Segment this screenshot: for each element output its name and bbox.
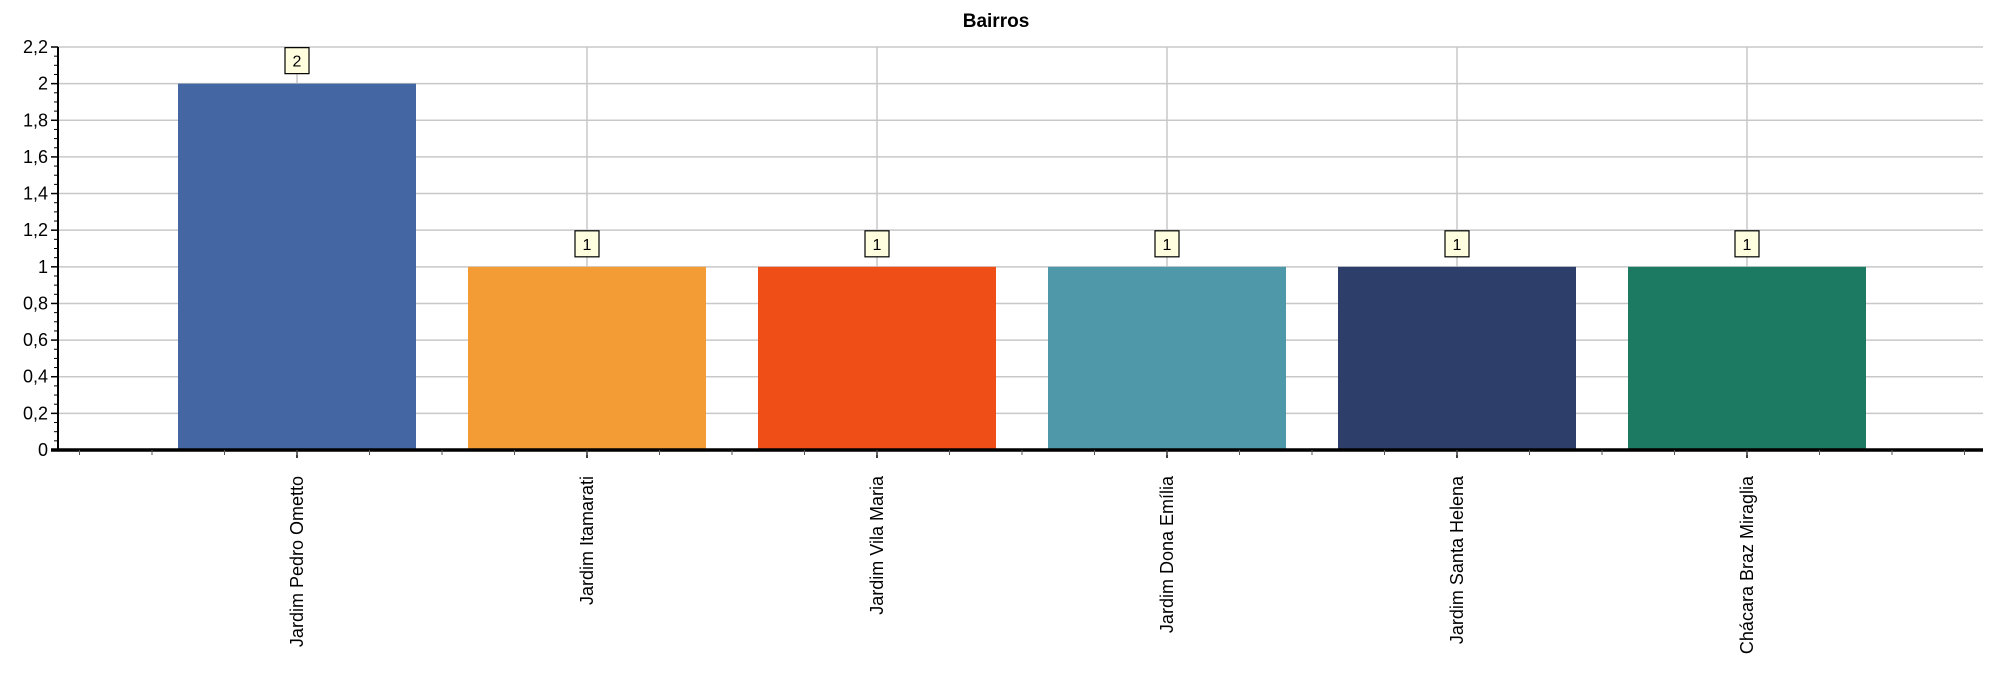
x-tick-label: Jardim Vila Maria (867, 475, 887, 615)
data-labels: 2 1 1 1 1 1 (284, 47, 1760, 258)
data-label: 1 (1163, 237, 1172, 254)
axes (51, 46, 1983, 458)
bar (1628, 266, 1866, 450)
bar (468, 266, 706, 450)
data-label-box (864, 230, 890, 258)
y-tick-label: 0,6 (23, 330, 48, 350)
data-label-box (574, 230, 600, 258)
data-label: 1 (1453, 237, 1462, 254)
y-tick-label: 1,6 (23, 147, 48, 167)
chart-title: Bairros (963, 11, 1030, 32)
y-tick-label: 0,2 (23, 403, 48, 423)
x-tick-label: Jardim Pedro Ometto (287, 476, 307, 647)
data-label: 1 (873, 237, 882, 254)
x-tick-label: Jardim Santa Helena (1447, 475, 1467, 644)
y-tick-label: 1,4 (23, 184, 48, 204)
bar (758, 266, 996, 450)
y-tick-label: 2 (38, 74, 48, 94)
bar (1338, 266, 1576, 450)
data-label: 1 (1743, 237, 1752, 254)
y-tick-label: 1,8 (23, 110, 48, 130)
x-tick-label: Chácara Braz Miraglia (1737, 475, 1757, 654)
data-label-box (1154, 230, 1180, 258)
bar (178, 83, 416, 451)
bars (178, 83, 1866, 451)
data-label-box (1734, 230, 1760, 258)
y-tick-labels: 0 0,2 0,4 0,6 0,8 1 1,2 1,4 1,6 1,8 2 2,2 (23, 37, 48, 460)
y-tick-label: 1 (38, 257, 48, 277)
y-tick-label: 0,4 (23, 367, 48, 387)
x-tick-labels: Jardim Pedro Ometto Jardim Itamarati Jardi… (287, 475, 1757, 654)
data-label-box (1444, 230, 1470, 258)
y-tick-label: 0 (38, 440, 48, 460)
x-tick-label: Jardim Dona Emília (1157, 475, 1177, 633)
data-label: 2 (293, 54, 302, 71)
data-label-box (284, 47, 310, 75)
data-label: 1 (583, 237, 592, 254)
x-tick-label: Jardim Itamarati (577, 476, 597, 605)
bar (1048, 266, 1286, 450)
y-tick-label: 1,2 (23, 220, 48, 240)
y-tick-label: 2,2 (23, 37, 48, 57)
y-tick-label: 0,8 (23, 293, 48, 313)
